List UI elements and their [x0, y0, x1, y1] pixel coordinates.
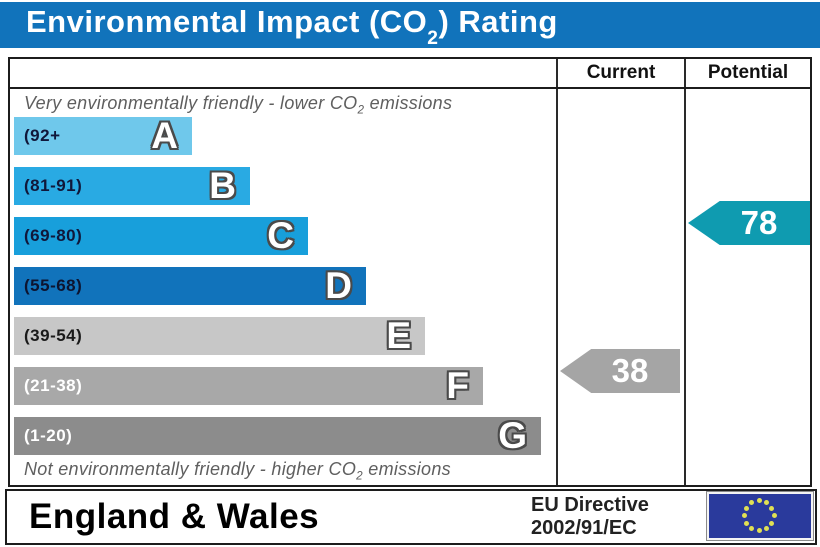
eu-flag-star — [743, 520, 749, 526]
eu-directive-line2: 2002/91/EC — [531, 517, 637, 539]
band-row-B: (81-91) B — [14, 167, 556, 205]
current-rating-arrow: 38 — [560, 349, 680, 393]
band-grade-letter: E — [386, 315, 411, 356]
eu-directive-label: EU Directive 2002/91/EC — [531, 494, 649, 540]
header-cell-potential: Potential — [707, 62, 789, 83]
page-title-text: Environmental Impact (CO — [26, 4, 428, 40]
header-cell-empty — [10, 59, 558, 87]
caption-bottom-suffix: emissions — [362, 459, 451, 479]
band-range-label: (92+ — [24, 126, 61, 145]
caption-top: Very environmentally friendly - lower CO… — [24, 93, 554, 117]
band-bar-G: (1-20) G — [14, 417, 541, 455]
band-row-G: (1-20) G — [14, 417, 556, 455]
caption-bottom: Not environmentally friendly - higher CO… — [24, 459, 554, 483]
band-bar-C: (69-80) C — [14, 217, 308, 255]
eu-flag-star — [756, 528, 762, 533]
band-bar-D: (55-68) D — [14, 267, 366, 305]
header-cell-current: Current — [558, 59, 686, 87]
band-range-label: (55-68) — [24, 276, 83, 295]
band-range-label: (81-91) — [24, 176, 83, 195]
eu-flag-star — [749, 500, 754, 505]
band-row-A: (92+ A — [14, 117, 556, 155]
band-range-label: (69-80) — [24, 226, 83, 245]
caption-bottom-subscript: 2 — [356, 469, 363, 483]
band-grade-letter: B — [209, 165, 236, 206]
band-row-F: (21-38) F — [14, 367, 556, 405]
band-row-E: (39-54) E — [14, 317, 556, 355]
band-bar-F: (21-38) F — [14, 367, 483, 405]
band-bar-A: (92+ A — [14, 117, 192, 155]
band-row-C: (69-80) C — [14, 217, 556, 255]
eu-flag-star — [741, 513, 747, 518]
band-grade-letter: G — [498, 415, 527, 456]
page-title-subscript: 2 — [427, 28, 439, 50]
eu-flag-star — [771, 513, 777, 518]
region-label: England & Wales — [29, 497, 320, 536]
caption-top-text: Very environmentally friendly - lower CO — [24, 93, 358, 113]
eu-flag-star — [769, 520, 775, 526]
band-range-label: (39-54) — [24, 326, 83, 345]
caption-top-suffix: emissions — [364, 93, 453, 113]
band-grade-letter: D — [325, 265, 352, 306]
eu-flag-star — [764, 525, 769, 531]
bands: (92+ A (81-91) B (69-80) C (55-68) D (39-54) E (21… — [14, 117, 556, 455]
page-title-suffix: ) Rating — [438, 4, 558, 40]
band-grade-letter: C — [267, 215, 294, 256]
band-bar-E: (39-54) E — [14, 317, 425, 355]
band-range-label: (1-20) — [24, 426, 73, 445]
caption-top-subscript: 2 — [357, 103, 365, 117]
footer-bar: England & Wales EU Directive 2002/91/EC — [5, 489, 817, 545]
band-bar-B: (81-91) B — [14, 167, 250, 205]
eu-flag-star — [756, 498, 762, 503]
potential-column: 78 — [686, 89, 810, 485]
caption-bottom-text: Not environmentally friendly - higher CO — [24, 459, 357, 479]
rating-table: Current Potential Very environmentally f… — [8, 57, 812, 487]
eu-flag-star — [769, 505, 775, 511]
band-grade-letter: F — [446, 365, 469, 406]
eu-flag-star — [743, 505, 749, 511]
rating-table-body: Very environmentally friendly - lower CO… — [10, 89, 810, 485]
band-row-D: (55-68) D — [14, 267, 556, 305]
band-chart-panel: Very environmentally friendly - lower CO… — [10, 89, 558, 485]
eu-flag-icon — [706, 491, 814, 541]
eu-flag-star — [764, 500, 769, 505]
eu-directive-line1: EU Directive — [531, 494, 649, 516]
band-range-label: (21-38) — [24, 376, 83, 395]
band-grade-letter: A — [151, 115, 178, 156]
potential-rating-arrow: 78 — [688, 201, 810, 245]
rating-table-header: Current Potential — [10, 59, 810, 89]
current-column: 38 — [558, 89, 686, 485]
eu-flag-star — [749, 525, 754, 531]
page-title: Environmental Impact (CO2) Rating — [0, 4, 558, 49]
chart-title-bar: Environmental Impact (CO2) Rating — [0, 2, 820, 49]
